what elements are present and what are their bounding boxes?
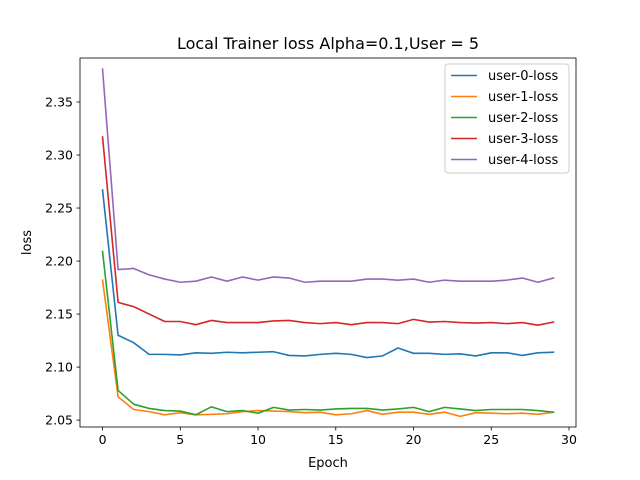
series-layer [101,68,555,418]
x-tick-label: 30 [561,432,577,447]
x-tick-label: 15 [328,432,344,447]
x-tick-label: 20 [406,432,422,447]
y-tick-label: 2.25 [45,201,73,216]
x-tick-label: 0 [99,432,107,447]
chart-title: Local Trainer loss Alpha=0.1,User = 5 [177,34,479,53]
series-line-user-1-loss [101,279,555,418]
y-tick-label: 2.10 [45,360,73,375]
plot-area-frame [79,57,577,428]
legend-label-user-1-loss: user-1-loss [488,90,559,105]
y-axis-label: loss [20,230,35,255]
y-tick-label: 2.35 [45,95,73,110]
legend-label-user-2-loss: user-2-loss [488,111,559,126]
y-tick-label: 2.05 [45,413,73,428]
series-line-user-3-loss [101,136,555,327]
x-axis-label: Epoch [308,456,348,471]
y-tick-label: 2.15 [45,307,73,322]
series-line-user-4-loss [101,68,555,284]
x-tick-label: 25 [483,432,499,447]
legend-label-user-0-loss: user-0-loss [488,69,559,84]
y-tick-label: 2.20 [45,254,73,269]
legend-label-user-4-loss: user-4-loss [488,153,559,168]
y-tick-label: 2.30 [45,148,73,163]
legend-entries: user-0-loss user-1-loss user-2-loss user-3-… [451,69,559,168]
legend-box [444,63,570,174]
series-line-user-0-loss [101,189,555,359]
legend: user-0-loss user-1-loss user-2-loss user-3-… [444,63,570,174]
series-line-user-2-loss [101,250,555,416]
tick-layer: 0 5 10 15 20 25 30 2.05 2.10 2.15 2.20 2.25 2.30 2.35 [45,95,577,447]
x-tick-label: 5 [176,432,184,447]
x-tick-label: 10 [250,432,266,447]
legend-label-user-3-loss: user-3-loss [488,132,559,147]
